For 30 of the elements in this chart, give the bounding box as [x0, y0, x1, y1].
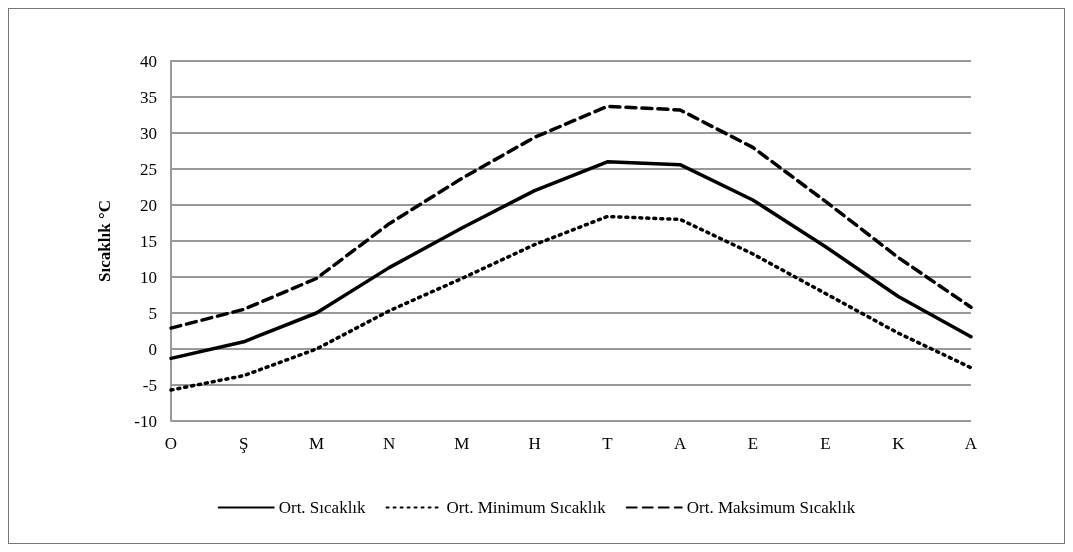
y-tick-label: 35 — [140, 87, 157, 107]
x-tick-label: M — [454, 434, 470, 453]
legend-label: Ort. Minimum Sıcaklık — [446, 498, 607, 517]
y-tick-label: 10 — [140, 267, 157, 287]
line-series — [169, 160, 973, 361]
line-series — [169, 214, 973, 392]
x-tick-label: A — [964, 434, 978, 453]
y-tick-label: 20 — [140, 195, 157, 215]
y-tick-label: 40 — [140, 51, 157, 71]
x-tick-label: O — [164, 434, 178, 453]
legend-label: Ort. Sıcaklık — [278, 498, 367, 517]
x-tick-label: H — [528, 434, 541, 453]
x-tick-label: E — [747, 434, 759, 453]
x-tick-label: N — [383, 434, 396, 453]
x-tick-label: M — [308, 434, 325, 453]
y-tick-label: 30 — [140, 123, 157, 143]
y-tick-label: 25 — [140, 159, 157, 179]
x-tick-label: T — [602, 434, 614, 453]
x-tick-label: K — [892, 434, 906, 453]
y-tick-label: 15 — [140, 231, 157, 251]
y-tick-label: -10 — [134, 411, 157, 431]
x-tick-label: E — [820, 434, 831, 453]
y-axis-title: Sıcaklık °C — [95, 200, 114, 282]
y-tick-label: 0 — [148, 339, 157, 359]
legend-label: Ort. Maksimum Sıcaklık — [686, 498, 856, 517]
y-tick-label: 5 — [148, 303, 157, 323]
x-tick-label: Ş — [238, 434, 249, 453]
x-tick-label: A — [673, 434, 687, 453]
line-series — [169, 104, 973, 330]
y-tick-label: -5 — [142, 375, 157, 395]
